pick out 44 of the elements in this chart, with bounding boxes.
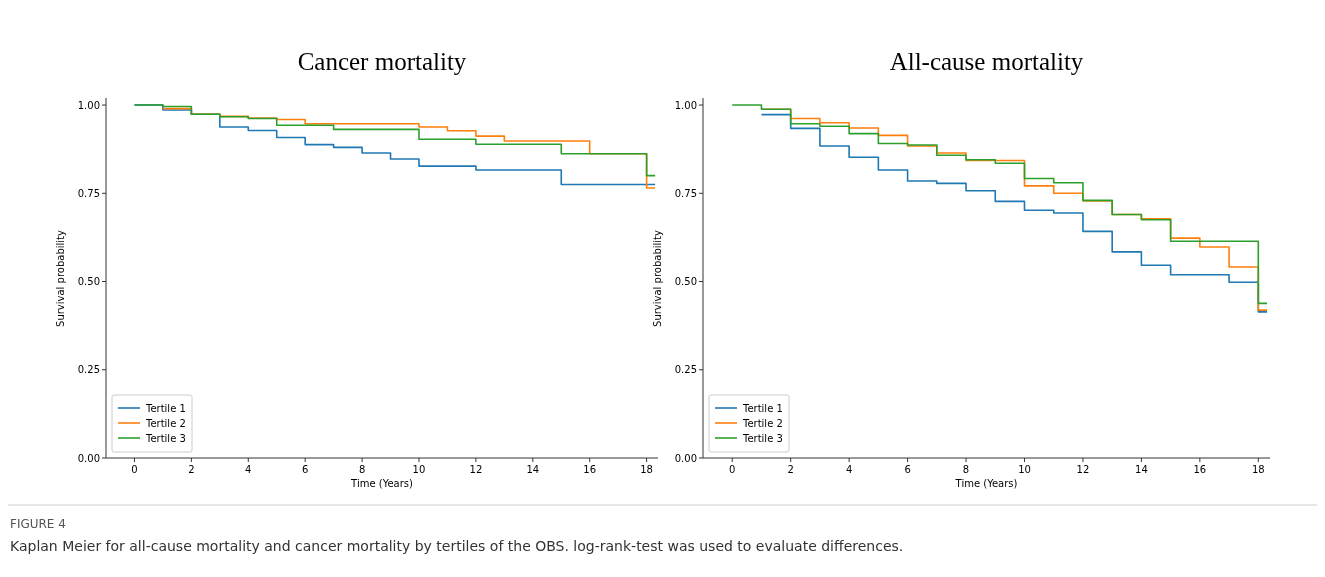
- x-tick-label: 2: [188, 464, 195, 475]
- y-tick-label: 0.25: [674, 364, 697, 376]
- y-tick-label: 1.00: [674, 99, 697, 111]
- x-axis-title: Time (Years): [350, 478, 414, 489]
- x-tick-label: 6: [301, 464, 309, 475]
- x-tick-label: 14: [1135, 464, 1148, 475]
- text: Kaplan Meier for all-cause mortality and cancer mortality by tertiles of the OBS. log-rank-test was used to evaluate differences.: [10, 538, 904, 554]
- y-axis-title: Survival probability: [652, 230, 663, 327]
- caption: FIGURE 4: [10, 517, 66, 531]
- legend-label: Tertile 3: [742, 432, 783, 444]
- y-tick-label: 0.00: [77, 452, 100, 464]
- x-tick-label: 12: [469, 464, 483, 475]
- x-tick-label: 4: [245, 464, 252, 475]
- chart-title: Cancer mortality: [297, 48, 467, 75]
- x-tick-label: 0: [729, 464, 736, 475]
- y-tick-label: 0.25: [77, 364, 100, 376]
- x-tick-label: 6: [904, 464, 911, 475]
- x-tick-label: 8: [358, 464, 366, 475]
- x-tick-label: 0: [131, 464, 138, 475]
- x-tick-label: 10: [1018, 464, 1031, 475]
- x-tick-label: 4: [845, 464, 853, 475]
- x-tick-label: 14: [526, 464, 540, 475]
- legend-label: Tertile 3: [145, 432, 186, 444]
- x-tick-label: 16: [583, 464, 597, 475]
- x-tick-label: 2: [787, 464, 794, 475]
- x-tick-label: 18: [640, 464, 653, 475]
- legend-label: Tertile 2: [145, 417, 186, 429]
- chart-title: All-cause mortality: [889, 48, 1084, 75]
- y-tick-label: 0.50: [674, 276, 697, 288]
- y-tick-label: 0.75: [674, 187, 697, 199]
- x-tick-label: 18: [1251, 464, 1265, 475]
- legend-label: Tertile 1: [742, 402, 783, 414]
- x-tick-label: 12: [1076, 464, 1090, 475]
- y-tick-label: 0.00: [674, 452, 697, 464]
- x-tick-label: 16: [1193, 464, 1207, 475]
- x-tick-label: 8: [962, 464, 970, 475]
- y-tick-label: 0.50: [77, 276, 100, 288]
- legend-label: Tertile 1: [145, 402, 186, 414]
- y-tick-label: 0.75: [77, 187, 100, 199]
- x-tick-label: 10: [412, 464, 426, 475]
- y-axis-title: Survival probability: [55, 230, 66, 327]
- y-tick-label: 1.00: [77, 99, 100, 111]
- legend-label: Tertile 2: [742, 417, 783, 429]
- x-axis-title: Time (Years): [954, 478, 1018, 489]
